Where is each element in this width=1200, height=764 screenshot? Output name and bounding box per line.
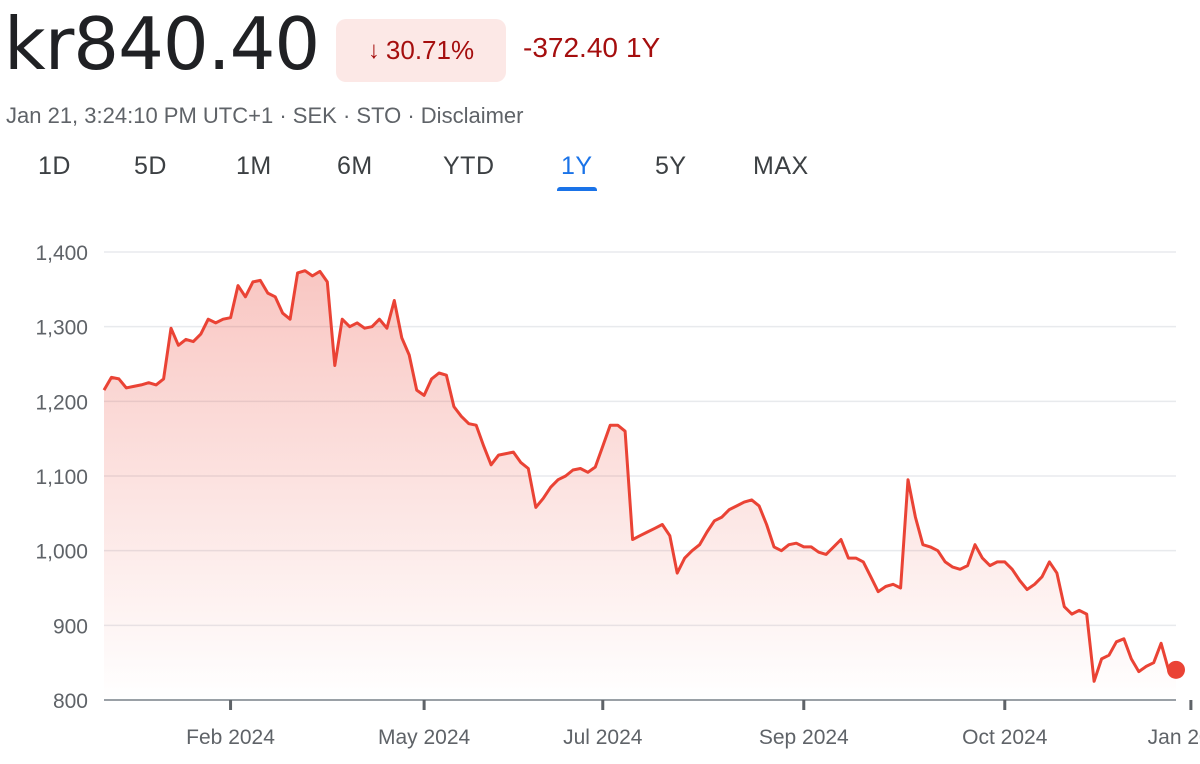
change-percent-badge: ↓ 30.71% — [336, 19, 506, 82]
arrow-down-icon: ↓ — [367, 36, 380, 64]
price-chart[interactable]: 1,400 1,300 1,200 1,100 1,000 900 800 Feb 2024… — [0, 200, 1200, 764]
y-tick-label: 800 — [53, 690, 88, 713]
change-period: 1Y — [625, 32, 661, 63]
tab-max[interactable]: MAX — [753, 152, 809, 181]
tab-label: 5Y — [655, 152, 687, 180]
exchange: STO — [356, 103, 402, 128]
tab-1d[interactable]: 1D — [38, 152, 71, 181]
disclaimer-link[interactable]: Disclaimer — [420, 103, 524, 128]
y-tick-label: 1,400 — [35, 242, 88, 265]
y-axis-labels: 1,400 1,300 1,200 1,100 1,000 900 800 — [35, 242, 88, 713]
change-amount: -372.40 — [523, 32, 618, 63]
quote-timestamp: Jan 21, 3:24:10 PM UTC+1 — [6, 103, 274, 128]
x-axis: Feb 2024 May 2024 Jul 2024 Sep 2024 Oct 2024… — [104, 699, 1200, 749]
tab-5d[interactable]: 5D — [134, 152, 167, 181]
x-tick-label: Jan 2025 — [1148, 726, 1200, 749]
tab-label: 6M — [337, 152, 373, 180]
tab-label: YTD — [443, 152, 495, 180]
tab-active-indicator — [557, 187, 597, 191]
x-tick-label: Jul 2024 — [563, 726, 643, 749]
tab-label: 5D — [134, 152, 167, 180]
tab-ytd[interactable]: YTD — [443, 152, 495, 181]
tab-6m[interactable]: 6M — [337, 152, 373, 181]
separator: · — [279, 103, 287, 128]
tab-label: 1M — [236, 152, 272, 180]
x-tick-label: Oct 2024 — [962, 726, 1048, 749]
currency: SEK — [292, 103, 337, 128]
x-tick-label: Feb 2024 — [186, 726, 275, 749]
y-tick-label: 1,300 — [35, 317, 88, 340]
price-area — [104, 270, 1176, 700]
separator: · — [407, 103, 415, 128]
x-tick-label: Sep 2024 — [759, 726, 849, 749]
tab-label: 1Y — [561, 152, 593, 180]
quote-meta: Jan 21, 3:24:10 PM UTC+1 · SEK · STO · D… — [6, 103, 523, 129]
tab-1m[interactable]: 1M — [236, 152, 272, 181]
price-line — [102, 269, 1177, 683]
y-tick-label: 1,100 — [35, 466, 88, 489]
tab-label: 1D — [38, 152, 71, 180]
separator: · — [342, 103, 351, 128]
range-tabs: 1D 5D 1M 6M YTD 1Y 5Y MAX — [0, 152, 860, 198]
y-tick-label: 1,200 — [35, 391, 88, 414]
change-percent: 30.71% — [385, 35, 475, 65]
y-tick-label: 900 — [53, 615, 88, 638]
tab-5y[interactable]: 5Y — [655, 152, 687, 181]
x-tick-label: May 2024 — [378, 726, 471, 749]
tab-label: MAX — [753, 152, 809, 180]
last-price-marker — [1167, 660, 1185, 679]
current-price: kr840.40 — [4, 2, 320, 86]
y-tick-label: 1,000 — [35, 541, 88, 564]
change-absolute: -372.40 1Y — [523, 32, 668, 64]
tab-1y[interactable]: 1Y — [557, 152, 597, 191]
